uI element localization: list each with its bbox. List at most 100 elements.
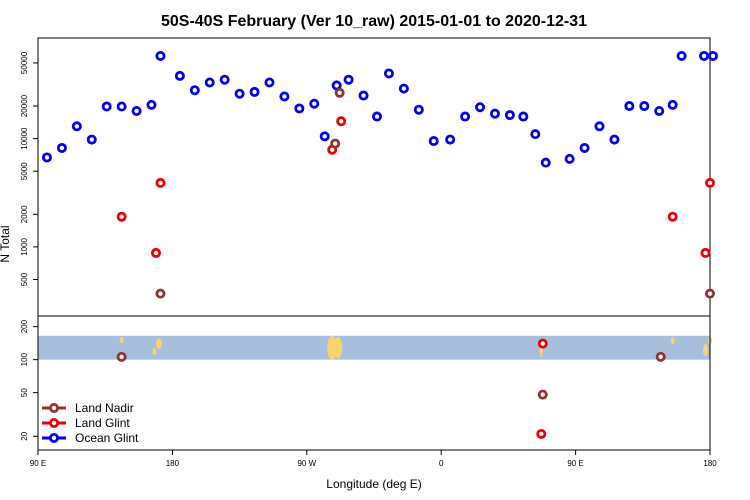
y-axis-upper: 500 1000 2000 5000 10000 20000 50000 <box>20 51 38 286</box>
chart-title: 50S-40S February (Ver 10_raw) 2015-01-01… <box>161 13 587 30</box>
ocean-glint-point <box>609 134 620 145</box>
ocean-glint-point <box>101 101 112 112</box>
ocean-glint-point <box>445 134 456 145</box>
ocean-glint-point <box>398 83 409 94</box>
legend-marker <box>49 417 60 428</box>
ocean-glint-point <box>279 91 290 102</box>
ocean-glint-point <box>71 121 82 132</box>
ocean-glint-point <box>174 70 185 81</box>
ocean-glint-point <box>504 110 515 121</box>
y-tick-label: 1000 <box>20 237 29 255</box>
ocean-glint-point <box>707 50 718 61</box>
land-glint-point <box>700 247 711 258</box>
ocean-glint-point <box>489 108 500 119</box>
lower-panel <box>38 335 712 360</box>
ocean-glint-point <box>86 134 97 145</box>
ocean-glint-point <box>358 90 369 101</box>
land-glint-point <box>705 177 716 188</box>
upper-panel-frame <box>37 37 711 317</box>
ocean-glint-point <box>234 88 245 99</box>
land-shape <box>334 336 343 359</box>
land-glint-point <box>155 177 166 188</box>
ocean-glint-point <box>579 142 590 153</box>
land-glint-point <box>116 211 127 222</box>
land-shape <box>155 338 162 349</box>
x-tick-label: 90 E <box>567 459 583 468</box>
ocean-glint-point <box>413 104 424 115</box>
y-tick-label: 100 <box>20 352 29 366</box>
ocean-glint-point <box>667 99 678 110</box>
y-tick-label: 10000 <box>20 127 29 150</box>
ocean-glint-point <box>116 101 127 112</box>
y-tick-label: 50000 <box>20 51 29 74</box>
legend-label: Land Glint <box>75 416 130 430</box>
ocean-glint-point <box>594 121 605 132</box>
land-nadir-point <box>334 87 345 98</box>
ocean-glint-point <box>56 142 67 153</box>
land-nadir-point <box>537 389 548 400</box>
ocean-glint-point <box>146 99 157 110</box>
y-tick-label: 5000 <box>20 162 29 180</box>
ocean-glint-point <box>319 131 330 142</box>
data-points <box>41 50 718 439</box>
x-axis-label: Longitude (deg E) <box>326 477 421 491</box>
ocean-glint-point <box>219 74 230 85</box>
ocean-glint-point <box>540 157 551 168</box>
y-tick-label: 200 <box>20 319 29 333</box>
ocean-glint-point <box>264 77 275 88</box>
y-tick-label: 20000 <box>20 94 29 117</box>
x-tick-label: 90 E <box>30 459 46 468</box>
ocean-glint-point <box>676 50 687 61</box>
legend-marker <box>49 432 60 443</box>
land-shape <box>119 336 124 343</box>
ocean-glint-point <box>518 111 529 122</box>
land-glint-point <box>667 211 678 222</box>
legend-marker <box>49 402 60 413</box>
land-glint-point <box>536 428 547 439</box>
x-tick-label: 0 <box>439 459 444 468</box>
ocean-glint-point <box>624 101 635 112</box>
land-nadir-point <box>116 351 127 362</box>
y-axis-label: N Total <box>0 225 12 262</box>
ocean-glint-point <box>383 68 394 79</box>
ocean-glint-point <box>204 77 215 88</box>
land-glint-point <box>150 247 161 258</box>
ocean-glint-point <box>155 50 166 61</box>
ocean-glint-point <box>530 129 541 140</box>
ocean-glint-point <box>428 136 439 147</box>
land-glint-point <box>336 116 347 127</box>
land-nadir-point <box>155 288 166 299</box>
ocean-band <box>38 335 710 360</box>
land-shape <box>152 347 157 355</box>
y-tick-label: 20 <box>20 431 29 440</box>
y-tick-label: 2000 <box>20 205 29 223</box>
y-axis-lower: 20 50 100 200 <box>20 319 38 441</box>
land-shape <box>670 336 675 345</box>
ocean-glint-point <box>654 105 665 116</box>
ocean-glint-point <box>189 85 200 96</box>
ocean-glint-point <box>343 74 354 85</box>
y-tick-label: 500 <box>20 272 29 286</box>
land-shape <box>703 344 709 357</box>
x-tick-label: 180 <box>703 459 717 468</box>
x-axis: 90 E 180 90 W 0 90 E 180 <box>30 450 717 468</box>
x-tick-label: 180 <box>166 459 180 468</box>
legend-label: Land Nadir <box>75 401 134 415</box>
land-nadir-point <box>655 351 666 362</box>
ocean-glint-point <box>564 153 575 164</box>
ocean-glint-point <box>371 111 382 122</box>
ocean-glint-point <box>294 103 305 114</box>
ocean-glint-point <box>699 50 710 61</box>
ocean-glint-point <box>131 105 142 116</box>
ocean-glint-point <box>249 86 260 97</box>
ocean-glint-point <box>639 101 650 112</box>
land-nadir-point <box>330 138 341 149</box>
lower-panel-frame <box>37 315 711 451</box>
land-nadir-point <box>705 288 716 299</box>
x-tick-label: 90 W <box>297 459 316 468</box>
land-shape <box>327 335 338 360</box>
ocean-glint-point <box>475 102 486 113</box>
ocean-glint-point <box>460 111 471 122</box>
